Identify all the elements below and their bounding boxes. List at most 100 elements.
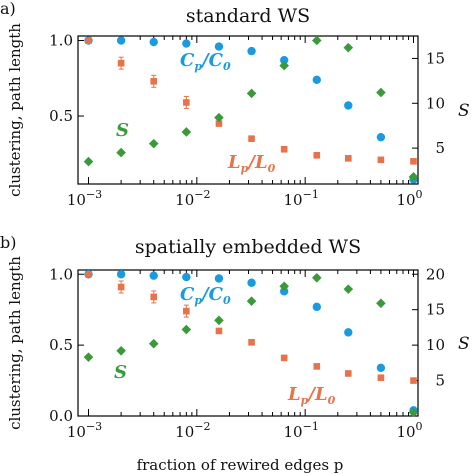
point-s bbox=[343, 284, 354, 294]
label-lp-slash: / bbox=[246, 152, 257, 173]
label-lp-l0: Lp/L0 bbox=[287, 384, 336, 407]
point-s bbox=[148, 338, 159, 349]
point-cp-c0 bbox=[376, 363, 386, 373]
plot-frame bbox=[77, 35, 419, 185]
x-tick-base: 10 bbox=[67, 191, 86, 209]
point-lp-l0 bbox=[280, 354, 288, 362]
point-lp-l0 bbox=[377, 374, 385, 382]
point-cp-c0 bbox=[247, 278, 256, 287]
label-cp-sym: C bbox=[180, 50, 195, 71]
x-tick-exponent: −2 bbox=[194, 188, 210, 201]
point-lp-l0 bbox=[248, 135, 255, 142]
point-cp-c0 bbox=[376, 132, 386, 142]
label-cp-sub: p bbox=[194, 60, 202, 73]
label-l0-sub: 0 bbox=[268, 162, 276, 175]
y-right-tick-label: 15 bbox=[426, 301, 445, 319]
label-lp-sym: L bbox=[287, 384, 301, 405]
x-tick-base: 10 bbox=[284, 191, 303, 209]
panel-label: a) bbox=[0, 0, 16, 18]
label-l0-sub: 0 bbox=[328, 394, 336, 407]
point-lp-l0 bbox=[280, 145, 288, 153]
x-tick-label: 100 bbox=[396, 420, 422, 441]
x-tick-label: 10−3 bbox=[67, 188, 102, 209]
point-s bbox=[83, 352, 94, 362]
point-s bbox=[279, 281, 289, 292]
label-lp-slash: / bbox=[306, 384, 317, 405]
point-lp-l0 bbox=[344, 155, 352, 162]
y-right-tick-label: 20 bbox=[426, 265, 445, 283]
point-cp-c0 bbox=[149, 271, 158, 280]
y-right-label: S bbox=[458, 101, 470, 121]
x-tick-base: 10 bbox=[175, 423, 194, 441]
point-cp-c0 bbox=[214, 42, 224, 51]
y-left-tick-label: 0.5 bbox=[49, 107, 73, 125]
x-tick-base: 10 bbox=[396, 423, 415, 441]
point-cp-c0 bbox=[312, 302, 321, 312]
point-lp-l0 bbox=[215, 120, 223, 127]
y-left-tick-label: 1.0 bbox=[49, 32, 73, 50]
point-s bbox=[408, 407, 419, 418]
point-s bbox=[343, 42, 354, 53]
point-lp-l0 bbox=[410, 158, 417, 165]
x-tick-exponent: −1 bbox=[303, 188, 319, 201]
x-tick-exponent: −1 bbox=[303, 420, 319, 433]
x-tick-base: 10 bbox=[67, 423, 86, 441]
x-tick-exponent: −3 bbox=[86, 188, 102, 201]
point-s bbox=[376, 298, 386, 309]
point-lp-l0 bbox=[215, 327, 223, 335]
label-lp-sub: p bbox=[301, 394, 309, 407]
point-s bbox=[116, 147, 126, 158]
x-tick-label: 10−3 bbox=[67, 420, 102, 441]
label-c0-sym: C bbox=[209, 50, 224, 71]
label-cp-c0: Cp/C0 bbox=[180, 50, 231, 73]
point-s bbox=[279, 60, 289, 71]
point-lp-l0 bbox=[85, 37, 92, 44]
y-left-label: clustering, path length bbox=[6, 256, 24, 430]
y-left-tick-label: 1.0 bbox=[49, 265, 73, 283]
point-lp-l0 bbox=[85, 270, 92, 278]
point-cp-c0 bbox=[344, 101, 353, 110]
x-tick-base: 10 bbox=[284, 423, 303, 441]
label-cp-slash: / bbox=[200, 284, 211, 305]
point-cp-c0 bbox=[182, 272, 191, 282]
point-cp-c0 bbox=[116, 270, 126, 279]
y-right-tick-label: 5 bbox=[435, 372, 445, 390]
point-s bbox=[376, 87, 386, 98]
point-s bbox=[246, 296, 257, 306]
label-cp-sym: C bbox=[180, 284, 195, 305]
point-cp-c0 bbox=[247, 46, 256, 56]
label-l0-sym: L bbox=[254, 152, 268, 173]
x-tick-label: 10−1 bbox=[284, 420, 319, 441]
point-cp-c0 bbox=[182, 39, 191, 48]
y-right-tick-label: 15 bbox=[426, 49, 445, 67]
point-s bbox=[311, 272, 322, 283]
label-c0-sub: 0 bbox=[223, 294, 231, 307]
point-cp-c0 bbox=[312, 75, 321, 84]
label-cp-c0: Cp/C0 bbox=[180, 284, 231, 307]
point-cp-c0 bbox=[116, 36, 126, 45]
point-s bbox=[246, 88, 257, 99]
point-s bbox=[311, 35, 322, 46]
x-tick-base: 10 bbox=[396, 191, 415, 209]
x-axis-label: fraction of rewired edges p bbox=[137, 456, 344, 474]
y-left-tick-label: 0.0 bbox=[49, 407, 73, 425]
y-right-tick-label: 5 bbox=[435, 139, 445, 157]
x-tick-label: 10−2 bbox=[175, 188, 210, 209]
point-s bbox=[83, 156, 94, 167]
label-lp-l0: Lp/L0 bbox=[227, 152, 276, 175]
plot-frame bbox=[77, 269, 419, 417]
label-lp-sub: p bbox=[241, 162, 249, 175]
y-right-tick-label: 10 bbox=[426, 94, 445, 112]
label-cp-slash: / bbox=[200, 50, 211, 71]
y-left-label: clustering, path length bbox=[6, 23, 24, 197]
panel-title: spatially embedded WS bbox=[135, 236, 361, 258]
x-tick-base: 10 bbox=[175, 191, 194, 209]
x-tick-exponent: −3 bbox=[86, 420, 102, 433]
x-tick-exponent: −2 bbox=[194, 420, 210, 433]
point-s bbox=[214, 315, 224, 326]
label-s: S bbox=[114, 362, 127, 383]
y-right-label: S bbox=[458, 334, 470, 354]
label-lp-sym: L bbox=[227, 152, 241, 173]
